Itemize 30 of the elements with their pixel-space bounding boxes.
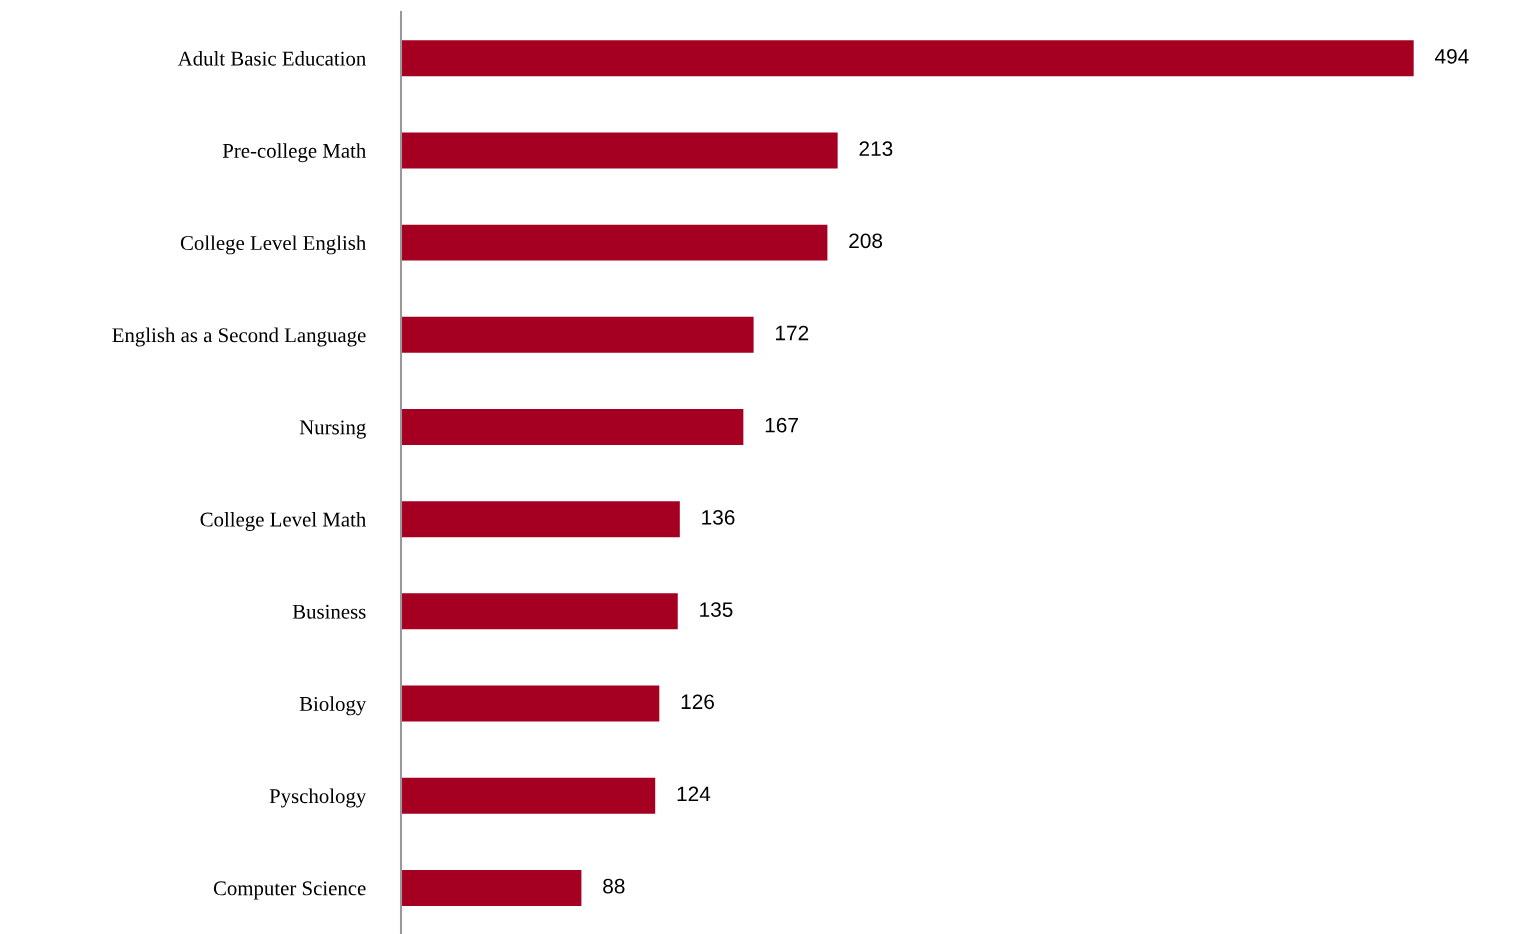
bar xyxy=(401,685,660,722)
data-label: 124 xyxy=(677,786,711,802)
y-tick-label: College Level English xyxy=(180,235,367,255)
data-label: 213 xyxy=(859,141,893,157)
bar xyxy=(401,409,744,445)
data-label: 136 xyxy=(702,510,735,525)
y-tick-label: Biology xyxy=(299,696,367,716)
bar xyxy=(401,132,838,169)
data-label: 135 xyxy=(700,602,733,617)
data-label: 167 xyxy=(765,417,798,433)
data-label: 208 xyxy=(849,233,883,249)
data-label: 172 xyxy=(776,325,809,341)
bar xyxy=(401,40,1414,77)
bar xyxy=(401,224,828,261)
data-label: 88 xyxy=(603,878,625,894)
y-tick-label: English as a Second Language xyxy=(112,327,366,347)
y-tick-label: Computer Science xyxy=(213,881,366,900)
y-tick-label: College Level Math xyxy=(200,511,367,531)
bar xyxy=(401,501,680,538)
bar xyxy=(401,593,678,630)
data-label: 126 xyxy=(681,694,714,710)
y-tick-label: Pre-college Math xyxy=(222,143,367,163)
bar xyxy=(401,316,754,353)
y-tick-label: Adult Basic Education xyxy=(177,51,366,66)
bar xyxy=(401,869,582,906)
bar xyxy=(401,777,656,814)
data-label: 494 xyxy=(1434,49,1469,64)
y-tick-label: Business xyxy=(292,604,366,619)
y-tick-label: Pyschology xyxy=(269,788,367,808)
y-tick-label: Nursing xyxy=(299,420,366,439)
